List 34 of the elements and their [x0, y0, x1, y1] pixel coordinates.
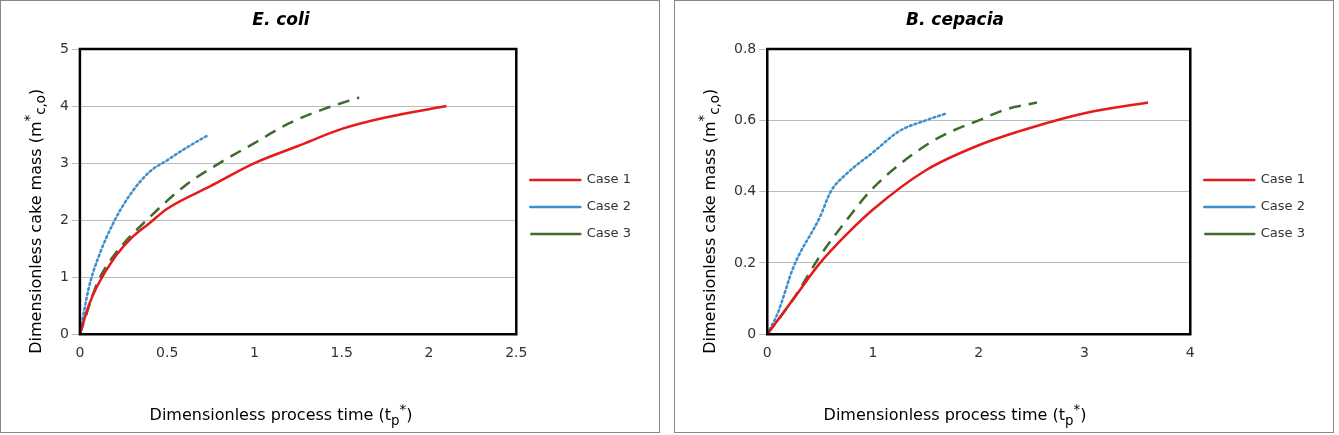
legend-label: Case 3	[586, 225, 631, 241]
x-tick-label: 2	[974, 344, 984, 361]
chart-title: E. coli	[251, 9, 311, 29]
y-tick-label: 0.6	[734, 110, 757, 127]
x-tick-label: 1	[250, 344, 259, 361]
x-axis-title: Dimensionless process time (t$_{p}$$^{*}$)	[148, 402, 414, 428]
y-tick-label: 2	[59, 210, 69, 227]
y-tick-label: 0	[747, 324, 757, 341]
y-tick-label: 0.2	[734, 253, 757, 270]
x-tick-label: 0.5	[156, 344, 179, 361]
y-tick-label: 5	[59, 39, 69, 56]
x-tick-label: 0	[75, 344, 85, 361]
x-tick-label: 4	[1185, 344, 1195, 361]
y-tick-label: 1	[59, 267, 69, 284]
y-tick-label: 0.8	[734, 39, 757, 56]
legend-label: Case 1	[1260, 171, 1305, 187]
chart-title: B. cepacia	[905, 9, 1005, 29]
legend-label: Case 3	[1260, 225, 1305, 241]
legend-label: Case 2	[1260, 198, 1305, 214]
y-tick-label: 4	[59, 96, 69, 113]
legend-label: Case 1	[586, 171, 631, 187]
y-tick-label: 3	[59, 153, 69, 170]
x-tick-label: 1.5	[330, 344, 353, 361]
x-axis-title: Dimensionless process time (t$_{p}$$^{*}$)	[822, 402, 1088, 428]
y-tick-label: 0.4	[734, 182, 757, 199]
line-series	[767, 101, 1150, 335]
x-tick-label: 2.5	[505, 344, 528, 361]
line-series	[79, 104, 448, 335]
x-tick-label: 1	[868, 344, 878, 361]
x-tick-label: 2	[424, 344, 434, 361]
x-tick-label: 3	[1080, 344, 1089, 361]
legend-label: Case 2	[586, 198, 631, 214]
y-tick-label: 0	[59, 324, 69, 341]
x-tick-label: 0	[762, 344, 772, 361]
